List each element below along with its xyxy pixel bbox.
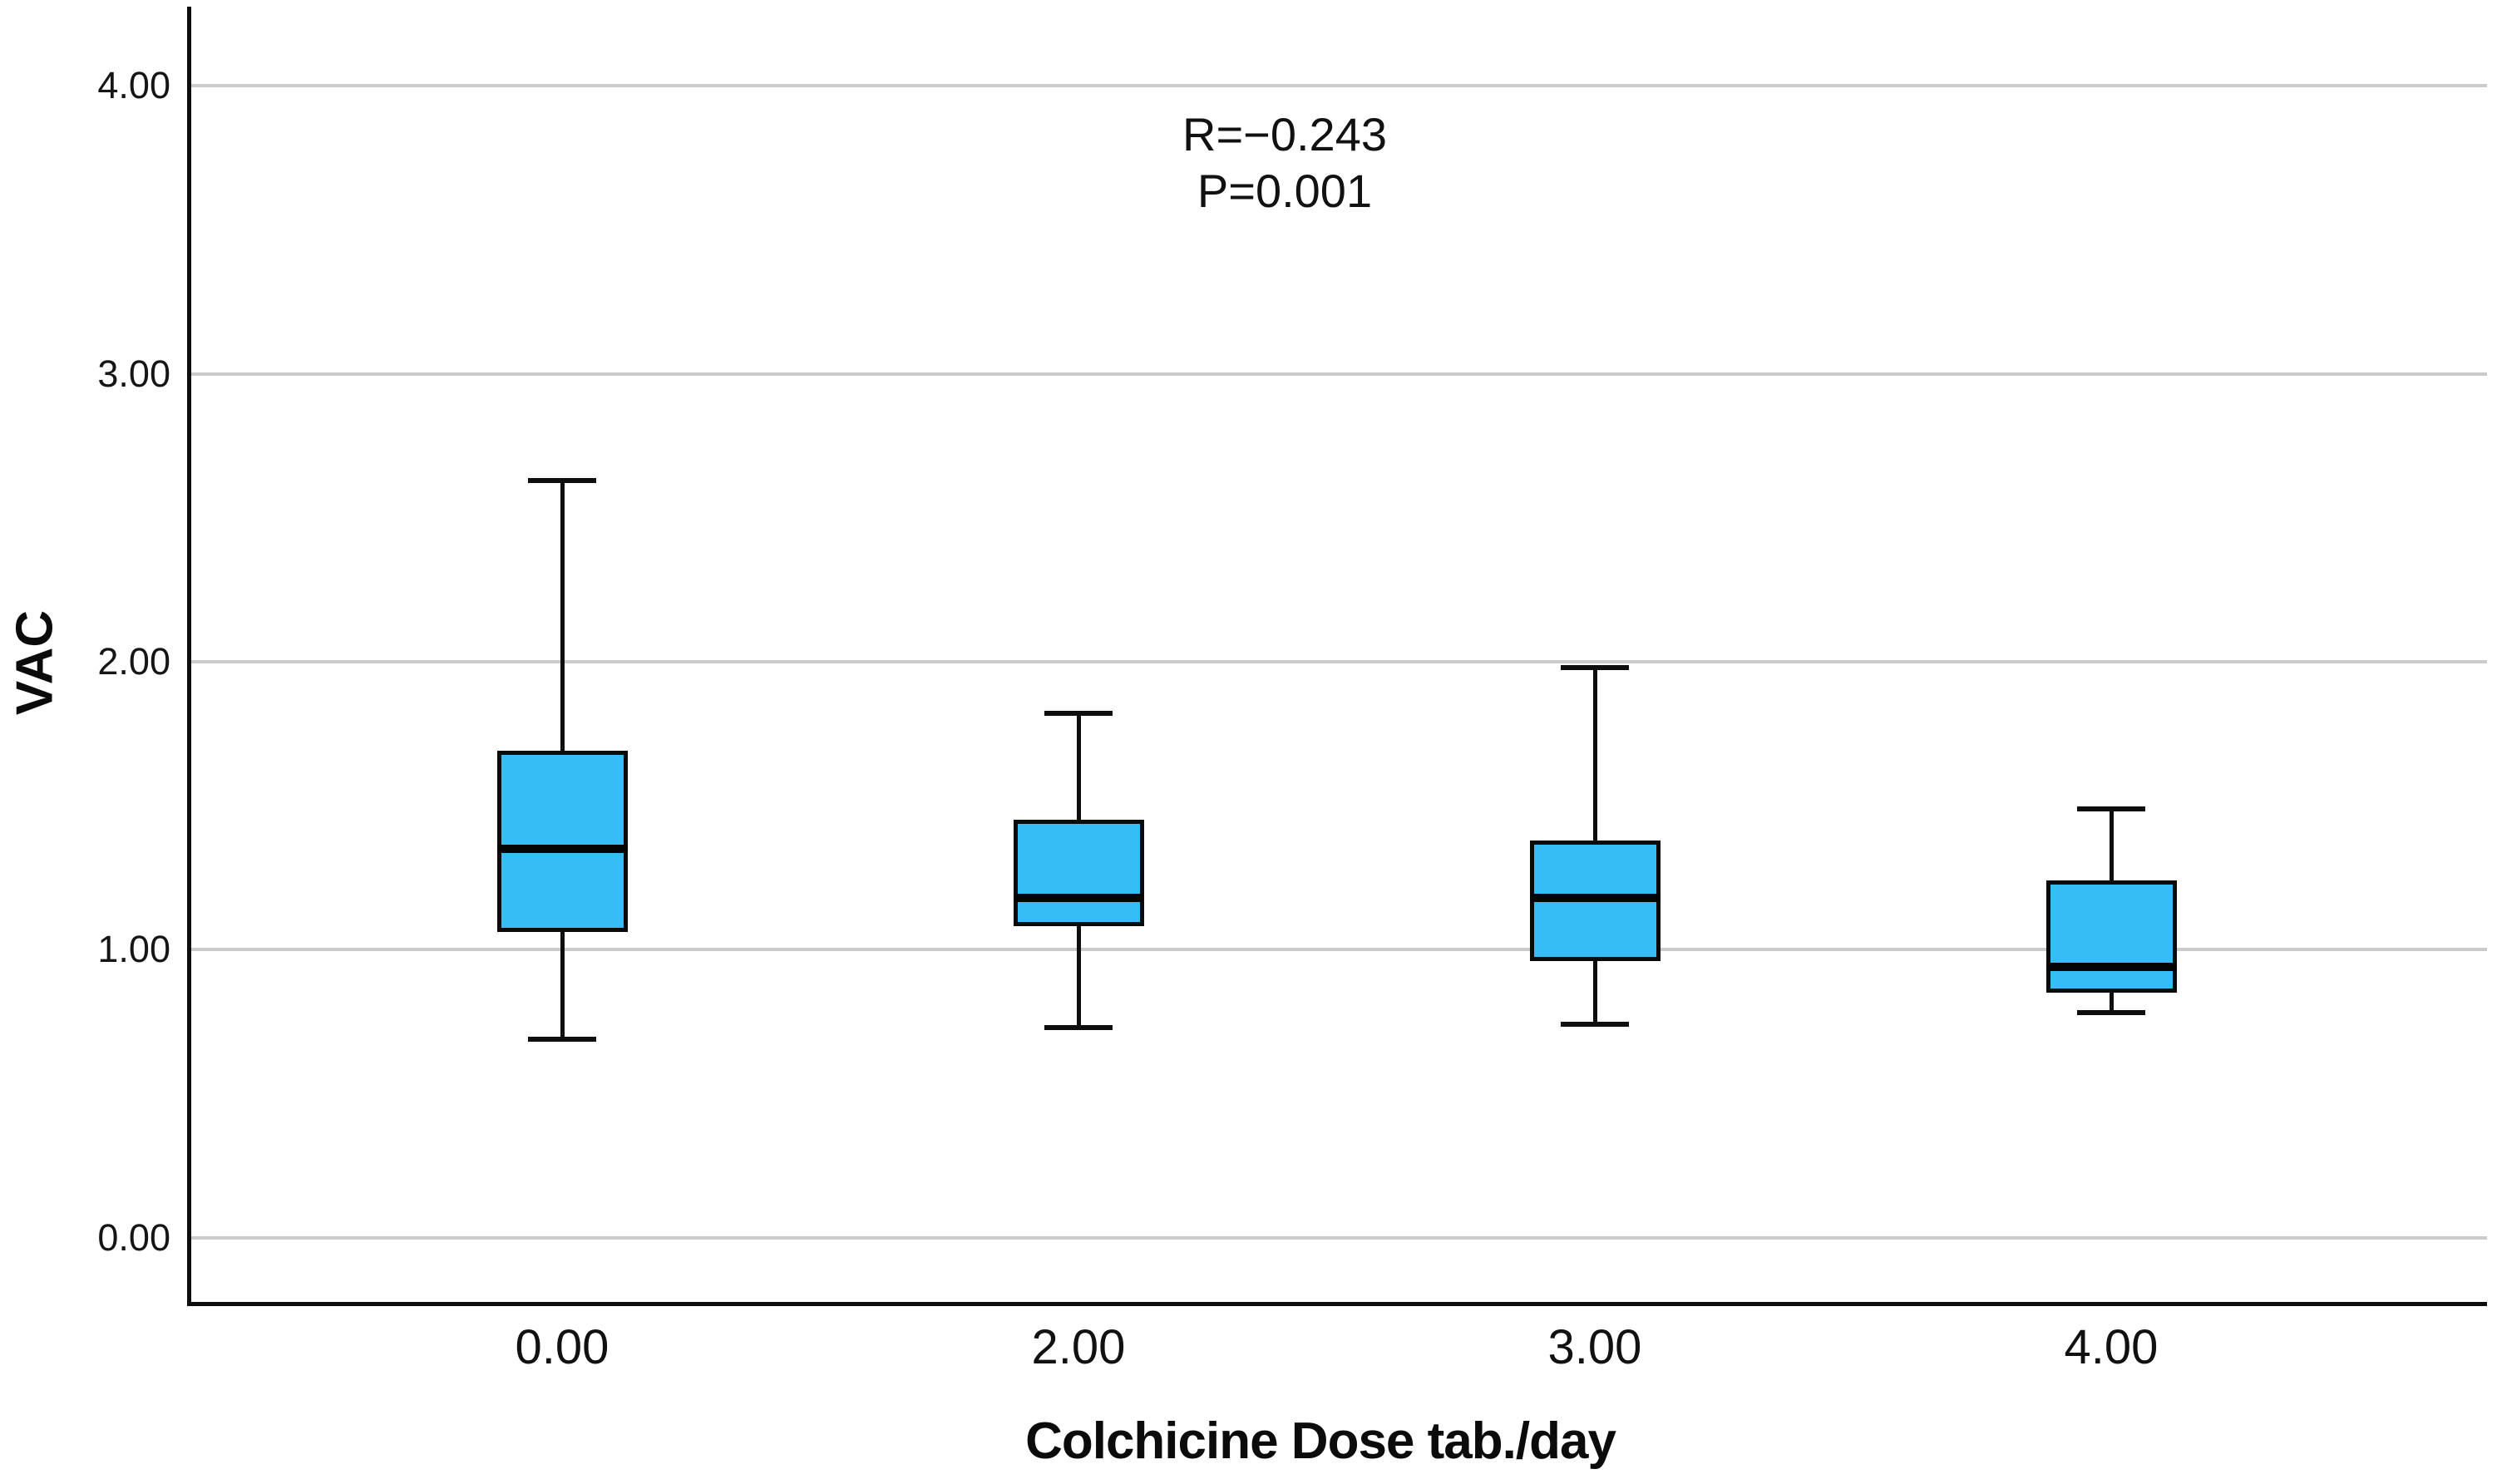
x-tick-label: 2.00 bbox=[1031, 1320, 1126, 1374]
median-line bbox=[1013, 893, 1144, 902]
lower-whisker-cap bbox=[2077, 1010, 2145, 1016]
y-tick-label: 3.00 bbox=[97, 352, 170, 395]
lower-whisker bbox=[1076, 926, 1081, 1028]
x-axis-line bbox=[187, 1302, 2487, 1306]
lower-whisker bbox=[1592, 961, 1597, 1025]
y-gridline bbox=[187, 659, 2487, 663]
lower-whisker-cap bbox=[1044, 1024, 1113, 1030]
y-tick-label: 0.00 bbox=[97, 1215, 170, 1259]
upper-whisker bbox=[1076, 713, 1081, 821]
x-tick-label: 0.00 bbox=[515, 1320, 609, 1374]
upper-whisker-cap bbox=[2077, 806, 2145, 811]
y-axis-line bbox=[187, 7, 191, 1306]
upper-whisker bbox=[1592, 667, 1597, 841]
upper-whisker bbox=[560, 480, 565, 752]
y-axis-title: VAC bbox=[6, 609, 64, 716]
y-tick-label: 2.00 bbox=[97, 639, 170, 683]
correlation-annotation: R=−0.243 P=0.001 bbox=[1182, 106, 1387, 220]
upper-whisker-cap bbox=[528, 477, 596, 483]
x-tick-label: 3.00 bbox=[1547, 1320, 1642, 1374]
upper-whisker-cap bbox=[1044, 711, 1113, 717]
median-line bbox=[496, 844, 628, 853]
lower-whisker-cap bbox=[528, 1036, 596, 1042]
y-gridline bbox=[187, 372, 2487, 376]
box bbox=[1013, 820, 1144, 927]
lower-whisker bbox=[560, 932, 565, 1039]
lower-whisker bbox=[2109, 993, 2114, 1013]
upper-whisker bbox=[2109, 808, 2114, 881]
y-gridline bbox=[187, 1235, 2487, 1240]
upper-whisker-cap bbox=[1561, 664, 1629, 670]
median-line bbox=[1529, 893, 1661, 902]
y-gridline bbox=[187, 84, 2487, 88]
box bbox=[2045, 880, 2177, 993]
annotation-r-value: R=−0.243 bbox=[1182, 108, 1387, 160]
y-gridline bbox=[187, 948, 2487, 952]
annotation-p-value: P=0.001 bbox=[1197, 165, 1373, 218]
lower-whisker-cap bbox=[1561, 1022, 1629, 1028]
x-tick-label: 4.00 bbox=[2064, 1320, 2159, 1374]
y-tick-label: 4.00 bbox=[97, 64, 170, 107]
x-axis-title: Colchicine Dose tab./day bbox=[1025, 1413, 1616, 1470]
median-line bbox=[2045, 962, 2177, 971]
box bbox=[496, 751, 628, 933]
y-tick-label: 1.00 bbox=[97, 928, 170, 971]
